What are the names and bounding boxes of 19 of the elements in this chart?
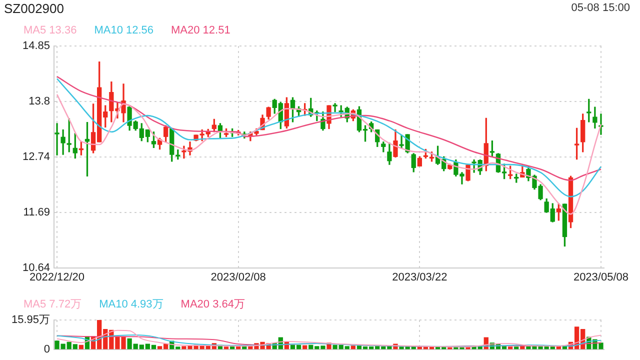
y-tick-label: 14.85 (22, 40, 50, 52)
text: MA5 13.36 (24, 24, 77, 37)
x-tick-label: 2023/05/08 (573, 271, 629, 284)
text: MA20 3.64万 (180, 298, 245, 311)
y-tick-label: 10.64 (22, 262, 50, 274)
text: MA10 12.56 (94, 24, 154, 37)
x-tick-label: 2023/02/08 (210, 271, 266, 284)
y-tick-label: 15.95万 (11, 314, 50, 326)
x-tick-label: 2023/03/22 (392, 271, 448, 284)
text: MA20 12.51 (171, 24, 230, 37)
chart-title: SZ002900 (4, 1, 64, 16)
text: MA5 7.72万 (24, 298, 82, 311)
y-tick-label: 0 (44, 343, 50, 356)
text: 05-08 15:00 (571, 2, 630, 14)
y-tick-label: 11.69 (23, 206, 50, 219)
text: MA10 4.93万 (99, 298, 164, 311)
x-tick-label: 2022/12/20 (29, 271, 85, 284)
y-tick-label: 13.8 (28, 95, 50, 108)
y-tick-label: 12.74 (22, 151, 50, 164)
